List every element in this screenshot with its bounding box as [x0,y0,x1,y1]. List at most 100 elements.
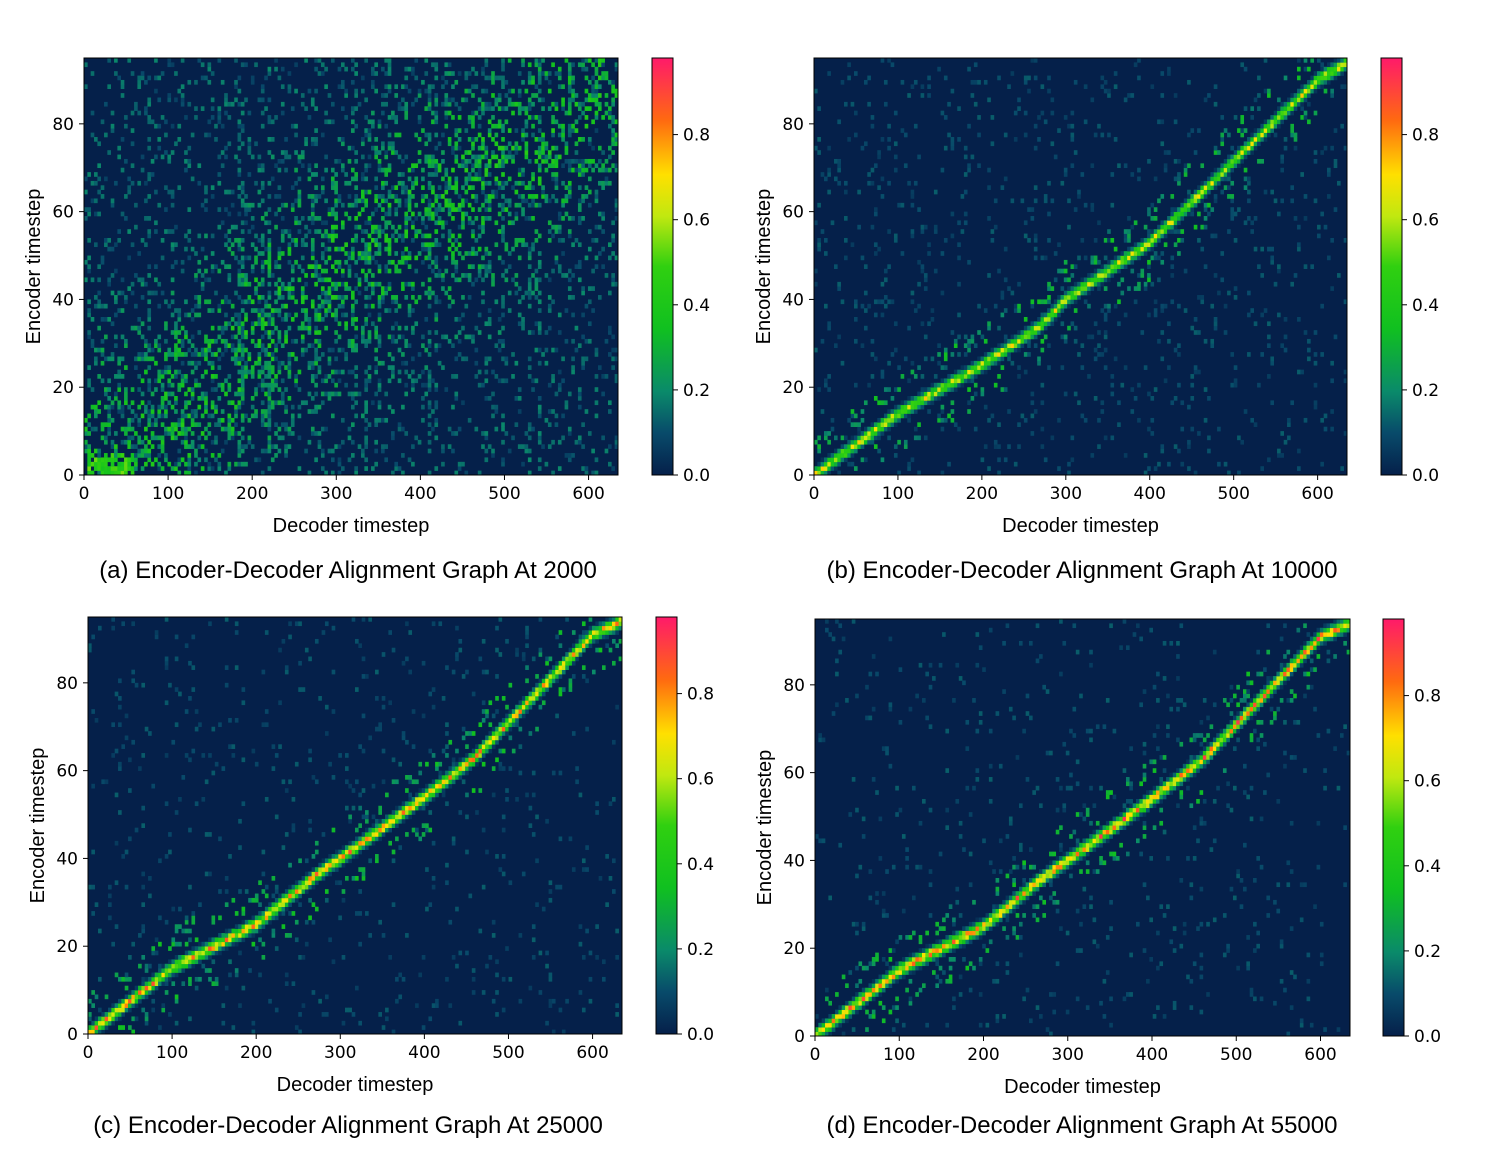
heatmap-cell [114,448,118,454]
heatmap-cell [401,453,405,458]
heatmap-cell [1133,286,1138,291]
heatmap-cell [594,237,599,243]
heatmap-cell [464,356,469,362]
heatmap-cell [517,387,522,392]
heatmap-cell [1040,426,1045,432]
heatmap-cell [494,426,499,432]
heatmap-cell [444,220,449,226]
heatmap-cell [130,457,135,463]
heatmap-cell [107,237,111,243]
heatmap-cell [117,360,122,366]
heatmap-cell [437,242,442,248]
heatmap-cell [963,343,968,349]
heatmap-cell [611,273,615,278]
heatmap-cell [387,71,392,76]
heatmap-cell [1170,220,1175,226]
heatmap-cell [100,303,105,309]
heatmap-cell [154,378,158,384]
heatmap-cell [1083,255,1088,261]
heatmap-cell [260,369,265,375]
heatmap-cell [240,334,245,340]
heatmap-cell [1153,255,1158,261]
heatmap-cell [234,356,238,362]
heatmap-cell [361,453,365,458]
heatmap-cell [447,101,452,107]
heatmap-cell [1027,338,1031,344]
heatmap-cell [180,374,185,379]
heatmap-cell [561,132,565,138]
heatmap-cell [554,180,559,186]
heatmap-cell [387,163,392,169]
heatmap-cell [1023,352,1028,357]
heatmap-cell [464,128,469,133]
heatmap-cell [294,123,298,129]
heatmap-cell [507,101,512,107]
heatmap-cell [471,220,475,226]
heatmap-cell [531,330,535,335]
heatmap-cell [87,299,91,305]
heatmap-cell [270,369,275,375]
heatmap-cell [514,281,519,287]
heatmap-cell [110,246,115,252]
heatmap-cell [264,321,268,327]
heatmap-cell [897,413,901,419]
heatmap-cell [441,273,445,278]
heatmap-cell [320,400,325,406]
heatmap-cell [850,453,855,458]
heatmap-cell [310,273,315,278]
heatmap-cell [544,71,549,76]
heatmap-cell [604,448,609,454]
heatmap-cell [414,229,419,234]
heatmap-cell [847,444,851,449]
heatmap-cell [404,198,409,204]
heatmap-cell [1003,352,1008,357]
heatmap-cell [234,84,238,90]
heatmap-cell [827,431,831,436]
heatmap-cell [247,295,252,300]
heatmap-cell [391,369,395,375]
heatmap-cell [144,343,148,349]
heatmap-cell [187,158,192,164]
heatmap-cell [867,435,871,441]
heatmap-cell [427,290,432,296]
heatmap-cell [187,347,192,353]
heatmap-cell [407,194,412,199]
heatmap-cell [367,189,372,195]
heatmap-cell [601,374,605,379]
heatmap-cell [324,246,328,252]
heatmap-cell [277,387,282,392]
heatmap-cell [1107,277,1111,283]
heatmap-cell [94,409,98,414]
heatmap-cell [377,334,382,340]
heatmap-cell [903,404,908,410]
heatmap-cell [164,395,168,401]
heatmap-cell [297,176,302,182]
heatmap-cell [117,382,122,388]
heatmap-cell [124,400,128,406]
heatmap-cell [1160,308,1165,313]
heatmap-cell [1177,352,1181,357]
heatmap-cell [967,374,971,379]
heatmap-cell [980,369,985,375]
heatmap-cell [330,347,335,353]
heatmap-cell [411,180,415,186]
heatmap-cell [900,409,905,414]
heatmap-cell [920,374,925,379]
heatmap-cell [601,115,605,120]
heatmap-cell [594,128,599,133]
heatmap-cell [551,172,555,177]
heatmap-cell [1113,356,1118,362]
heatmap-cell [577,391,582,397]
heatmap-cell [444,101,449,107]
heatmap-cell [431,189,435,195]
heatmap-cell [487,216,492,221]
heatmap-cell [1007,444,1011,449]
heatmap-cell [837,448,841,454]
heatmap-cell [237,387,242,392]
heatmap-cell [1017,343,1021,349]
heatmap-cell [117,290,122,296]
heatmap-cell [160,444,165,449]
heatmap-cell [587,299,592,305]
heatmap-cell [1040,312,1045,318]
heatmap-cell [237,453,242,458]
